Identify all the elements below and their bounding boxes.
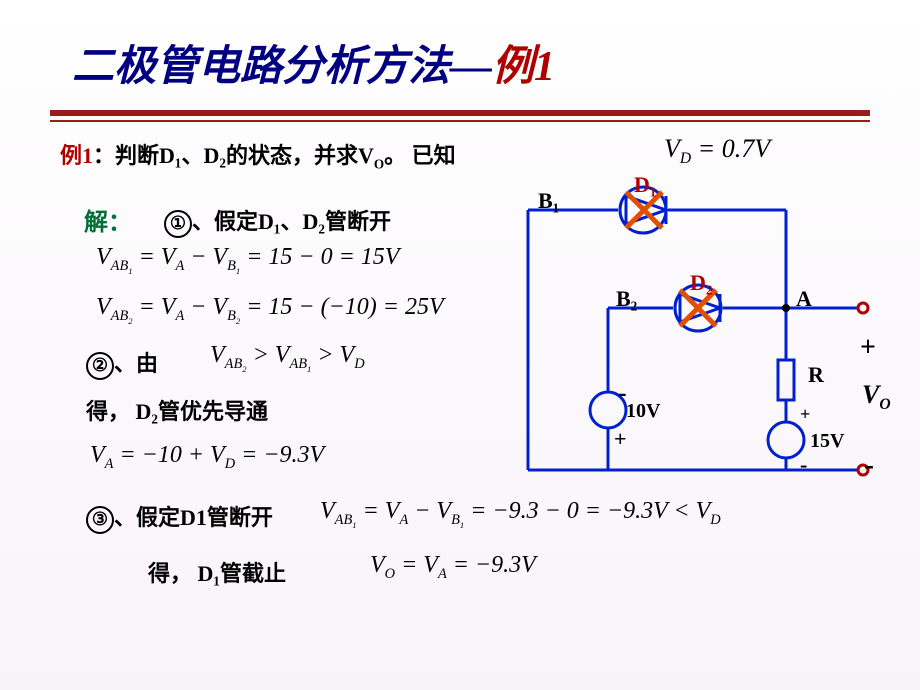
label-b2: B₂ <box>616 286 637 312</box>
page-title: 二极管电路分析方法—例1 <box>72 32 555 93</box>
problem-body: ：判断D₁、D₂的状态，并求V <box>93 143 374 168</box>
minus-15v: - <box>800 452 807 478</box>
problem-statement: 例1：判断D₁、D₂的状态，并求VO。 已知 <box>60 138 620 172</box>
label-b1: B₁ <box>538 188 559 214</box>
label-vo: VO <box>862 380 891 414</box>
plus-15v: + <box>800 404 810 425</box>
circle-3: ③ <box>86 506 114 534</box>
step2: ②、由 <box>86 346 158 380</box>
title-main: 二极管电路分析方法— <box>72 44 492 90</box>
step3-text: 、假定D1管断开 <box>114 505 273 530</box>
label-d2: D₂ <box>690 270 712 296</box>
label-a: A <box>796 286 812 312</box>
minus-out: - <box>864 448 874 482</box>
problem-tail: 。 已知 <box>384 143 456 168</box>
step3: ③、假定D1管断开 <box>86 500 273 534</box>
step2-text: 、由 <box>114 351 158 376</box>
step1: ①、假定D₁、D₂管断开 <box>164 204 391 238</box>
inequality: VAB2 > VAB1 > VD <box>210 342 365 374</box>
plus-10v: + <box>614 426 627 452</box>
equation-vo: VO = VA = −9.3V <box>370 552 536 583</box>
step3-conclusion: 得， D₁管截止 <box>148 556 286 588</box>
circuit-diagram: D₁ D₂ B₁ B₂ A R VO + - 10V - + 15V + - <box>518 170 898 490</box>
equation-vab2: VAB2 = VA − VB2 = 15 − (−10) = 25V <box>96 294 444 326</box>
label-d1: D₁ <box>634 172 656 198</box>
label-r: R <box>808 362 824 388</box>
title-rule-thin <box>50 120 870 122</box>
vd-equation: VD = 0.7V <box>664 134 770 168</box>
problem-sub: O <box>374 156 384 171</box>
title-example: 例1 <box>492 44 555 90</box>
example-tag: 例1 <box>60 143 93 168</box>
solution-label: 解： <box>84 202 132 237</box>
circle-1: ① <box>164 210 192 238</box>
equation-vab1: VAB1 = VA − VB1 = 15 − 0 = 15V <box>96 244 399 276</box>
label-15v: 15V <box>810 430 844 453</box>
plus-out: + <box>860 332 876 364</box>
equation-va: VA = −10 + VD = −9.3V <box>90 442 324 473</box>
equation-vab1-final: VAB1 = VA − VB1 = −9.3 − 0 = −9.3V < VD <box>320 498 721 530</box>
circle-2: ② <box>86 352 114 380</box>
title-rule-thick <box>50 110 870 116</box>
minus-10v: - <box>618 378 627 408</box>
label-10v: 10V <box>626 400 660 423</box>
step2-conclusion: 得， D₂管优先导通 <box>86 394 268 426</box>
step1-text: 、假定D₁、D₂管断开 <box>192 209 391 234</box>
